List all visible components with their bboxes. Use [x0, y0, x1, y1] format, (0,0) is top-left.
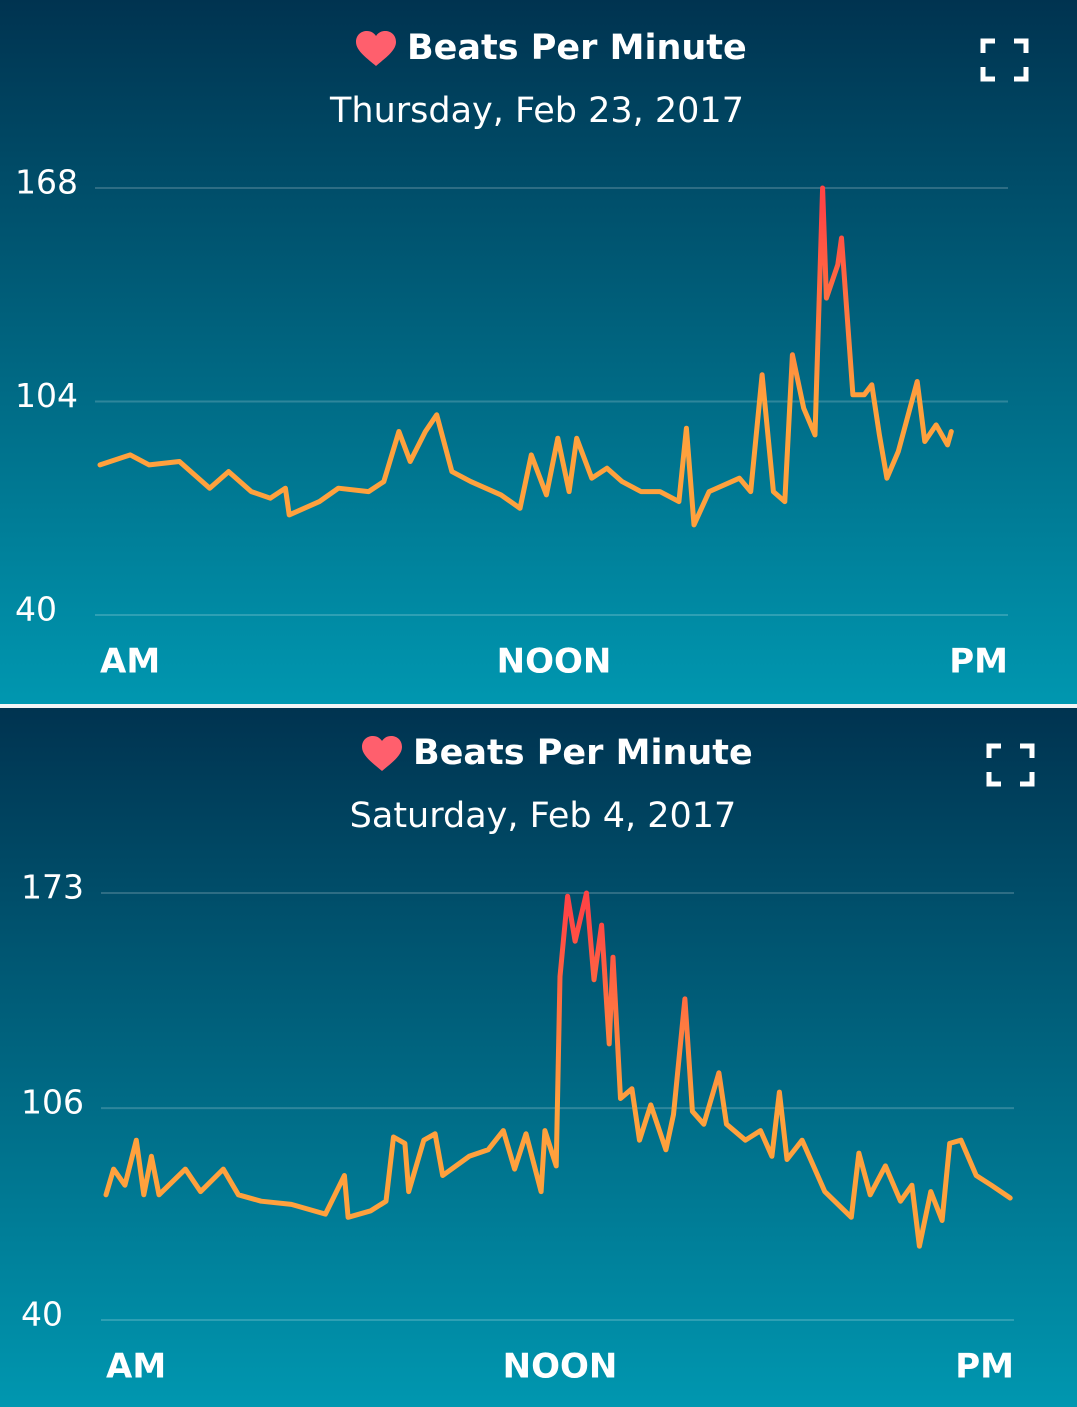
heart-rate-line — [97, 185, 954, 528]
panel-background — [0, 0, 1077, 704]
expand-icon — [980, 38, 1029, 82]
y-tick-label: 40 — [21, 1295, 63, 1334]
y-tick-label: 106 — [21, 1083, 84, 1122]
expand-button[interactable] — [986, 743, 1035, 787]
y-tick-label: 168 — [15, 163, 78, 202]
y-tick-label: 173 — [21, 868, 84, 907]
chart-panel: Beats Per Minute Thursday, Feb 23, 2017 40… — [15, 28, 1029, 682]
x-tick-label: AM — [100, 642, 160, 682]
x-tick-label: PM — [949, 642, 1008, 682]
heart-icon — [356, 31, 396, 66]
chart-subtitle: Saturday, Feb 4, 2017 — [350, 796, 737, 836]
x-tick-label: PM — [955, 1347, 1014, 1387]
chart-panel: Beats Per Minute Saturday, Feb 4, 2017 40 1… — [21, 733, 1035, 1387]
y-tick-label: 104 — [15, 376, 78, 415]
chart-subtitle: Thursday, Feb 23, 2017 — [329, 91, 744, 131]
panel-background — [0, 708, 1077, 1407]
expand-icon — [986, 743, 1035, 787]
expand-button[interactable] — [980, 38, 1029, 82]
chart-title: Beats Per Minute — [407, 28, 747, 68]
x-tick-label: AM — [106, 1347, 166, 1387]
x-tick-label: NOON — [503, 1347, 618, 1387]
chart-title: Beats Per Minute — [413, 733, 753, 773]
heart-icon — [362, 736, 402, 771]
y-tick-label: 40 — [15, 590, 57, 629]
heart-rate-line — [103, 890, 1013, 1249]
x-tick-label: NOON — [497, 642, 612, 682]
